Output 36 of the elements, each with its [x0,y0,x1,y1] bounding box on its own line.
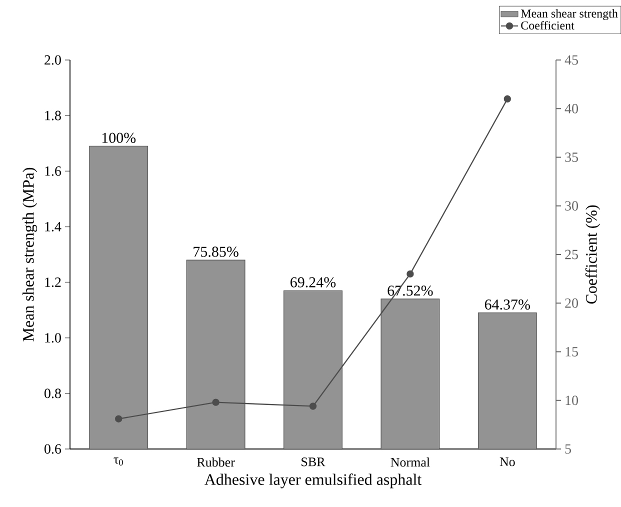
y-tick-label: 2.0 [44,55,61,65]
annotation: 100% [102,132,136,143]
annotation: 69.24% [290,277,336,288]
x-tick-label: Normal [390,458,430,467]
y2-tick-label: 30 [565,201,578,211]
y2-tick-label: 5 [565,444,571,454]
x-axis-title: Adhesive layer emulsified asphalt [204,474,422,488]
legend-label: Mean shear strength [520,9,618,20]
y2-tick-label: 40 [564,104,578,114]
x-tick-label: SBR [302,458,326,466]
y-tick-label: 1.4 [45,222,62,232]
point [504,95,512,103]
y2-tick-label: 45 [564,55,578,65]
y2-tick-label: 15 [566,347,578,356]
y-tick-label: 0.6 [44,444,62,454]
annotation: 64.37% [484,299,530,310]
y-tick-label: 1.8 [45,110,61,120]
point [212,398,220,406]
y-tick-label: 1.6 [45,166,62,176]
y-tick-label: 1.0 [45,333,61,343]
y-axis-title: Mean shear strength (MPa) [22,168,38,342]
annotation: 75.85% [194,246,238,257]
legend-label: Coefficient [521,20,574,30]
x-tick-label: Rubber [197,458,235,467]
y2-axis-title: Coefficient (%) [585,205,600,304]
y-tick-label: 0.8 [44,388,61,398]
point [115,415,122,422]
point [406,270,414,278]
point [309,402,317,410]
y2-tick-label: 25 [565,250,578,260]
y2-tick-label: 10 [566,396,578,406]
y2-tick-label: 20 [565,298,578,308]
y2-tick-label: 35 [565,152,578,162]
x-tick-label: No [500,458,515,466]
x-tick-label: τ$_{0}$ [114,458,123,466]
y-tick-label: 1.2 [45,278,61,288]
